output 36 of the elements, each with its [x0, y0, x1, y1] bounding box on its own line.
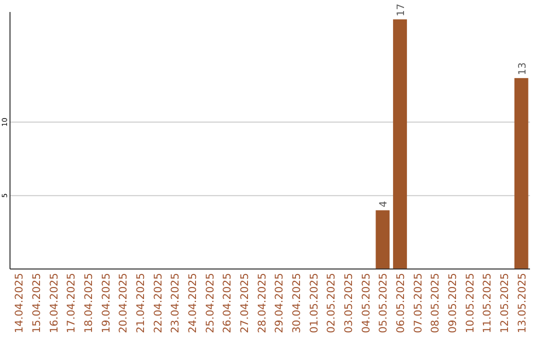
x-tick-label: 24.04.2025 — [187, 273, 199, 334]
x-tick-label: 27.04.2025 — [239, 273, 251, 334]
x-tick-label: 29.04.2025 — [274, 273, 286, 334]
x-tick-label: 17.04.2025 — [66, 273, 78, 334]
data-label: 13 — [517, 62, 528, 76]
x-tick-label: 01.05.2025 — [308, 273, 320, 334]
x-tick-label: 07.05.2025 — [412, 273, 424, 334]
x-tick-label: 05.05.2025 — [378, 273, 390, 334]
x-tick-label: 08.05.2025 — [430, 273, 442, 334]
data-label: 17 — [396, 4, 407, 16]
x-tick-label: 28.04.2025 — [256, 273, 268, 334]
x-tick-label: 21.04.2025 — [135, 273, 147, 334]
x-tick-label: 04.05.2025 — [360, 273, 372, 334]
x-tick-label: 09.05.2025 — [447, 273, 459, 334]
x-tick-label: 26.04.2025 — [222, 273, 234, 334]
x-tick-label: 03.05.2025 — [343, 273, 355, 334]
x-tick-label: 19.04.2025 — [100, 273, 112, 334]
x-tick-label: 12.05.2025 — [499, 273, 511, 334]
x-tick-label: 11.05.2025 — [482, 273, 494, 334]
x-tick-label: 15.04.2025 — [31, 273, 43, 334]
x-tick-label: 30.04.2025 — [291, 273, 303, 334]
x-tick-label: 16.04.2025 — [48, 273, 60, 334]
x-tick-label: 02.05.2025 — [326, 273, 338, 334]
data-label: 4 — [378, 200, 390, 208]
x-tick-label: 22.04.2025 — [152, 273, 164, 334]
bar — [393, 19, 407, 269]
bar — [376, 210, 390, 269]
x-tick-label: 23.04.2025 — [170, 273, 182, 334]
x-tick-label: 20.04.2025 — [118, 273, 130, 334]
x-tick-label: 18.04.2025 — [83, 273, 95, 334]
x-tick-label: 10.05.2025 — [464, 273, 476, 334]
x-tick-label: 14.04.2025 — [14, 273, 26, 334]
x-tick-label: 13.05.2025 — [516, 273, 528, 334]
x-tick-label: 06.05.2025 — [395, 273, 407, 334]
x-tick-label: 25.04.2025 — [204, 273, 216, 334]
bar — [514, 78, 528, 269]
